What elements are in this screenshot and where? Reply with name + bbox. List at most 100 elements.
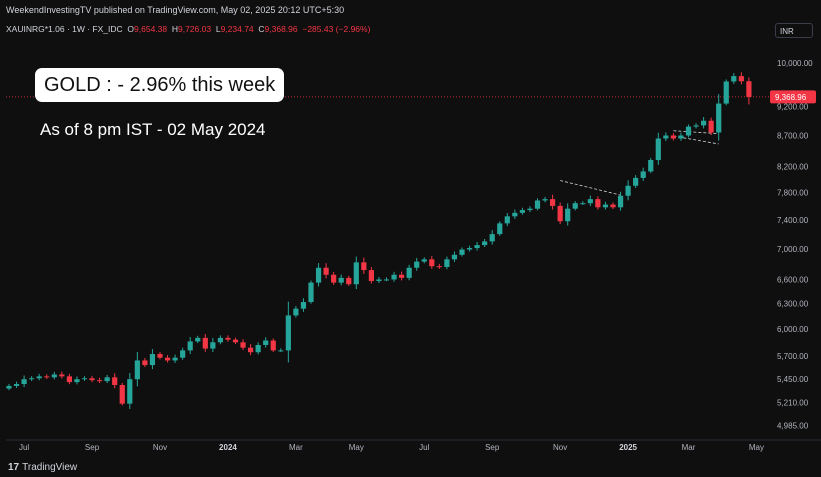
candle-body — [557, 205, 563, 222]
candle — [572, 201, 578, 211]
candle-body — [738, 76, 744, 82]
candle-body — [746, 81, 752, 97]
candle-body — [36, 376, 42, 379]
candle-body — [66, 376, 72, 383]
candle — [512, 209, 518, 219]
symbol-name[interactable]: XAUINRG*1.06 · 1W · FX_IDC — [6, 24, 123, 34]
candle-body — [489, 234, 495, 242]
time-tick-label: Nov — [553, 443, 567, 452]
time-tick-label: Sep — [485, 443, 500, 452]
price-tick-label: 4,985.00 — [777, 422, 809, 431]
candle — [104, 374, 110, 384]
candle-body — [346, 277, 352, 285]
candle-body — [587, 199, 593, 204]
candle — [195, 335, 201, 344]
candle-body — [51, 374, 57, 378]
candle-body — [663, 135, 669, 139]
price-tick-label: 10,000.00 — [777, 59, 813, 68]
candle — [587, 195, 593, 207]
candle-body — [255, 344, 261, 353]
candle — [89, 375, 95, 383]
candle — [550, 194, 556, 210]
candle-body — [602, 204, 609, 208]
candle-body — [436, 266, 442, 268]
candle — [610, 202, 616, 209]
candle — [617, 191, 624, 211]
candle-body — [633, 177, 639, 186]
candle — [293, 306, 299, 318]
candle-body — [648, 160, 654, 172]
candle — [429, 256, 435, 269]
price-tick-label: 7,400.00 — [777, 216, 809, 225]
candle-body — [134, 360, 140, 380]
candle — [278, 348, 284, 353]
candle-body — [112, 377, 118, 385]
candle — [633, 175, 639, 189]
candle — [270, 338, 276, 353]
high-label: H — [171, 24, 178, 34]
price-tick-label: 6,600.00 — [777, 275, 809, 284]
headline-callout: GOLD : - 2.96% this week — [35, 68, 285, 102]
candle — [248, 344, 254, 356]
candle-body — [542, 199, 548, 201]
candle-body — [270, 340, 276, 351]
candle — [6, 383, 12, 391]
candle — [331, 271, 337, 285]
candle — [315, 263, 322, 287]
time-tick-label: Sep — [85, 443, 100, 452]
candle — [655, 132, 661, 165]
candle-body — [670, 135, 676, 139]
tradingview-logo[interactable]: 17 TradingView — [8, 462, 77, 473]
current-price-tag: 9,368.96 — [770, 90, 816, 104]
candle — [421, 257, 427, 264]
candle-body — [119, 384, 125, 404]
candle — [565, 203, 571, 226]
candle-body — [202, 337, 208, 349]
candle-body — [701, 120, 707, 126]
candle-body — [157, 354, 163, 358]
drawn-pattern-lines — [560, 130, 719, 196]
symbol-ohlc-legend: XAUINRG*1.06 · 1W · FX_IDC O9,654.38 H9,… — [6, 24, 370, 34]
candle — [368, 267, 374, 284]
candle — [97, 377, 103, 384]
candle-body — [225, 337, 231, 340]
candle — [323, 263, 329, 279]
candle-body — [104, 377, 110, 382]
candle — [504, 213, 510, 227]
candle — [263, 337, 269, 348]
candle-body — [6, 385, 12, 389]
candle-body — [406, 267, 412, 278]
candle — [217, 335, 223, 345]
price-axis: 10,000.00 9,200.00 8,700.00 8,200.00 7,800.0… — [777, 59, 813, 431]
candle — [346, 275, 352, 286]
time-tick-label: Nov — [153, 443, 167, 452]
currency-button[interactable]: INR — [775, 23, 813, 38]
candle — [44, 374, 50, 379]
candle — [731, 73, 737, 84]
candle — [232, 337, 239, 344]
change-value: −285.43 (−2.96%) — [302, 24, 371, 34]
candle-body — [300, 302, 307, 309]
candle-body — [315, 267, 322, 283]
candle — [640, 167, 646, 181]
candle-body — [21, 379, 27, 385]
close-value: 9,368.96 — [264, 24, 298, 34]
candle-body — [323, 267, 329, 275]
candle — [149, 349, 156, 370]
candle-body — [172, 357, 178, 361]
time-tick-label: May — [749, 443, 764, 452]
low-value: 9,234.74 — [220, 24, 254, 34]
candle — [383, 277, 390, 282]
candle-body — [97, 380, 103, 382]
candle-body — [565, 208, 571, 222]
candle — [436, 263, 442, 269]
candle — [202, 333, 208, 352]
candle-body — [466, 248, 473, 250]
candle-body — [187, 341, 193, 351]
candle — [663, 132, 669, 142]
candle-body — [74, 379, 80, 383]
candle — [708, 117, 714, 136]
candle — [497, 221, 503, 236]
tradingview-logo-text: TradingView — [22, 462, 78, 473]
